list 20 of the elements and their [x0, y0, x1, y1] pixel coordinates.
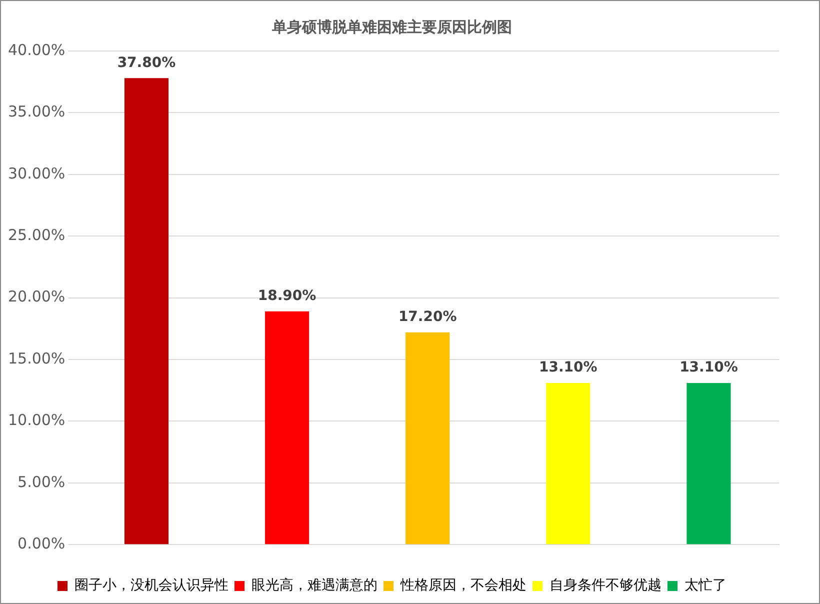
- y-tick-label: 0.00%: [18, 534, 66, 552]
- data-label: 18.90%: [258, 288, 316, 304]
- y-tick-label: 30.00%: [8, 164, 66, 182]
- data-label: 17.20%: [398, 308, 457, 325]
- legend-label: 自身条件不够优越: [550, 578, 662, 594]
- y-tick-label: 35.00%: [8, 102, 66, 121]
- y-tick-label: 5.00%: [18, 472, 66, 491]
- y-tick-label: 15.00%: [8, 349, 66, 368]
- y-tick-label: 25.00%: [8, 226, 66, 244]
- y-tick-label: 10.00%: [8, 411, 66, 430]
- data-label: 37.80%: [117, 54, 176, 71]
- chart-title: 单身硕博脱单难困难主要原因比例图: [271, 18, 512, 36]
- legend-label: 眼光高，难遇满意的: [252, 578, 378, 594]
- y-tick-label: 20.00%: [8, 288, 66, 306]
- data-label: 13.10%: [539, 360, 598, 376]
- legend-label: 圈子小，没机会认识异性: [74, 578, 228, 594]
- legend-label: 太忙了: [684, 578, 726, 594]
- data-label: 13.10%: [680, 360, 738, 376]
- legend-label: 性格原因，不会相处: [400, 578, 526, 594]
- y-tick-label: 40.00%: [8, 40, 66, 59]
